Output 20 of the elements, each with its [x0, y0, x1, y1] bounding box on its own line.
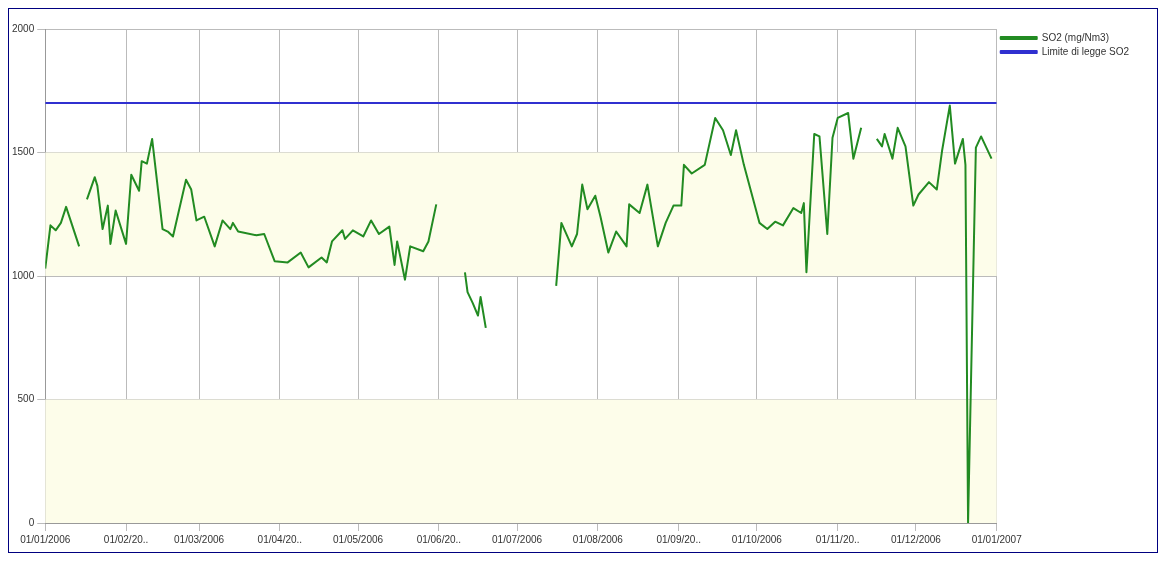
x-tick-label: 01/10/2006	[731, 533, 783, 545]
legend-label: SO2 (mg/Nm3)	[1041, 31, 1109, 43]
x-tick-label: 01/01/2007	[971, 533, 1023, 545]
y-tick-label: 500	[17, 393, 35, 405]
x-tick-label: 01/12/2006	[890, 533, 942, 545]
x-tick-label: 01/06/20..	[416, 533, 462, 545]
x-tick-label: 01/08/2006	[572, 533, 624, 545]
x-tick-label: 01/01/2006	[20, 533, 71, 545]
x-tick-label: 01/04/20..	[257, 533, 303, 545]
x-tick-label: 01/09/20..	[656, 533, 701, 545]
y-tick-label: 1000	[12, 269, 35, 281]
x-tick-label: 01/02/20..	[103, 533, 149, 545]
legend-label: Limite di legge SO2	[1041, 45, 1130, 57]
x-tick-label: 01/07/2006	[492, 533, 543, 545]
y-tick-label: 1500	[12, 146, 35, 158]
x-tick-label: 01/05/2006	[333, 533, 384, 545]
y-tick-label: 2000	[12, 22, 35, 34]
x-tick-label: 01/03/2006	[174, 533, 225, 545]
y-tick-label: 0	[28, 516, 35, 528]
x-tick-label: 01/11/20..	[815, 533, 860, 545]
